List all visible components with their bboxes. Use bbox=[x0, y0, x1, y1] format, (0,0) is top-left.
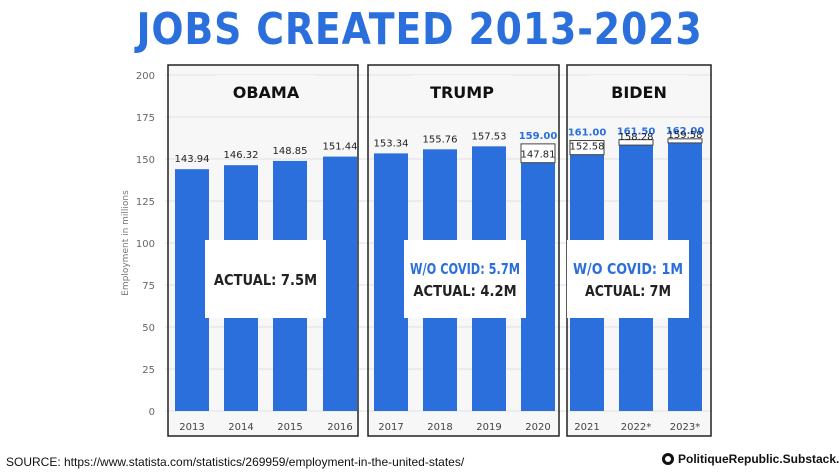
x-tick-label: 2020 bbox=[525, 422, 550, 433]
value-label: 152.58 bbox=[570, 142, 605, 153]
value-label: 143.94 bbox=[175, 154, 210, 165]
y-tick-label: 25 bbox=[142, 365, 155, 376]
value-label: 153.34 bbox=[374, 138, 409, 149]
annotation-text: W/O COVID: 5.7M bbox=[410, 260, 520, 278]
bar-2017 bbox=[374, 153, 408, 411]
value-label: 159.58 bbox=[668, 130, 703, 141]
projection-box-2022* bbox=[618, 139, 654, 146]
projection-box-2021 bbox=[569, 140, 605, 156]
projection-label: 162.00 bbox=[666, 126, 705, 137]
value-label: 147.81 bbox=[521, 150, 556, 161]
x-tick-label: 2019 bbox=[476, 422, 501, 433]
group-header-bg bbox=[412, 75, 512, 105]
annotation-text: ACTUAL: 4.2M bbox=[413, 282, 516, 300]
group-header-trump: TRUMP bbox=[430, 83, 494, 102]
page-title: JOBS CREATED 2013-2023 bbox=[136, 4, 703, 55]
value-label: 148.85 bbox=[273, 146, 308, 157]
annotation-box bbox=[567, 240, 689, 318]
value-label: 146.32 bbox=[224, 150, 259, 161]
value-label: 151.44 bbox=[323, 142, 358, 153]
annotation-box bbox=[404, 240, 526, 318]
y-tick-label: 150 bbox=[136, 155, 155, 166]
annotation-text: ACTUAL: 7M bbox=[585, 282, 671, 300]
y-tick-label: 0 bbox=[149, 407, 155, 418]
x-tick-label: 2021 bbox=[574, 422, 599, 433]
y-tick-label: 125 bbox=[136, 197, 155, 208]
bar-2016 bbox=[323, 156, 357, 411]
x-tick-label: 2017 bbox=[378, 422, 403, 433]
group-header-bg bbox=[216, 75, 316, 105]
x-tick-label: 2013 bbox=[179, 422, 204, 433]
value-label: 155.76 bbox=[423, 134, 458, 145]
bar-2020 bbox=[521, 162, 555, 411]
projection-label: 161.50 bbox=[617, 127, 656, 138]
x-tick-label: 2022* bbox=[621, 422, 651, 433]
projection-box-2020 bbox=[520, 143, 556, 164]
x-tick-label: 2018 bbox=[427, 422, 452, 433]
y-tick-label: 175 bbox=[136, 113, 155, 124]
projection-label: 159.00 bbox=[519, 131, 558, 142]
group-header-bg bbox=[589, 75, 689, 105]
bar-2013 bbox=[175, 169, 209, 411]
projection-box-2023* bbox=[667, 138, 703, 144]
annotation-box bbox=[205, 240, 326, 318]
panel-border bbox=[167, 64, 359, 437]
annotation-text: W/O COVID: 1M bbox=[573, 260, 683, 278]
value-label: 158.28 bbox=[619, 132, 654, 143]
credit: PolitiqueRepublic.Substack.com bbox=[662, 452, 839, 466]
annotation-text: ACTUAL: 7.5M bbox=[214, 271, 317, 289]
x-tick-label: 2023* bbox=[670, 422, 700, 433]
y-axis-label: Employment in millions bbox=[121, 190, 131, 296]
x-tick-label: 2015 bbox=[277, 422, 302, 433]
panel-border bbox=[367, 64, 560, 437]
y-tick-label: 75 bbox=[142, 281, 155, 292]
group-header-obama: OBAMA bbox=[233, 83, 300, 102]
y-tick-label: 100 bbox=[136, 239, 155, 250]
value-label: 157.53 bbox=[472, 131, 507, 142]
y-tick-label: 200 bbox=[136, 71, 155, 82]
x-tick-label: 2016 bbox=[327, 422, 352, 433]
group-header-biden: BIDEN bbox=[611, 83, 667, 102]
source-note: SOURCE: https://www.statista.com/statist… bbox=[6, 455, 465, 469]
x-tick-label: 2014 bbox=[228, 422, 253, 433]
credit-text: PolitiqueRepublic.Substack.com bbox=[678, 452, 839, 466]
substack-icon bbox=[662, 453, 674, 465]
projection-label: 161.00 bbox=[568, 128, 607, 139]
y-tick-label: 50 bbox=[142, 323, 155, 334]
